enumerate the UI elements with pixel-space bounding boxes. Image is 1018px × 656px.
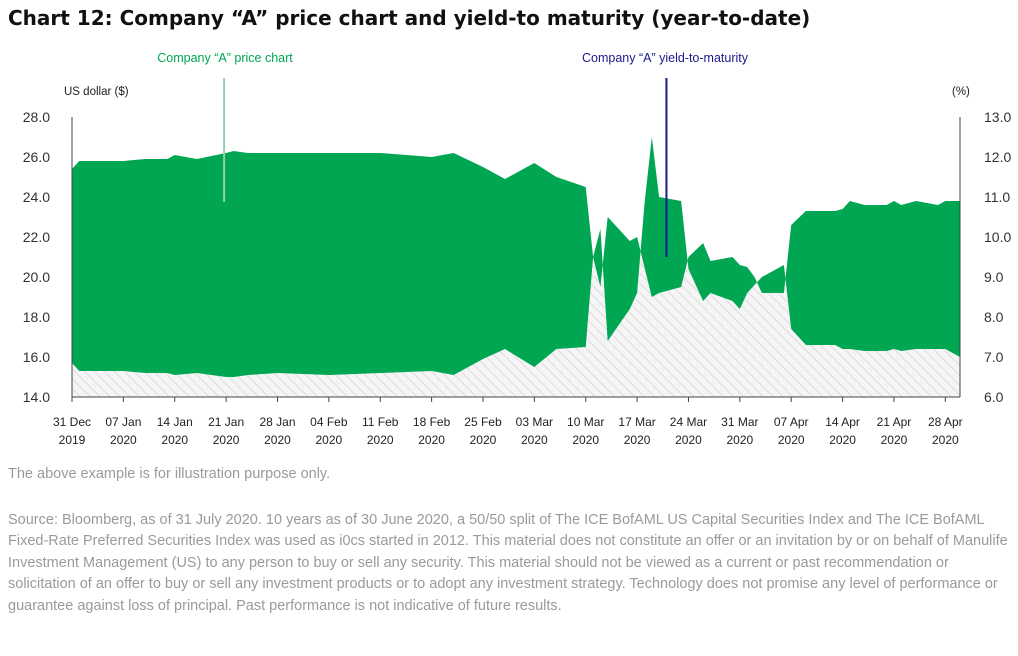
x-tick-year-label: 2020 — [726, 433, 753, 447]
x-tick-label: 21 Jan — [208, 415, 244, 429]
x-tick-label: 10 Mar — [567, 415, 604, 429]
x-tick-label: 14 Apr — [825, 415, 860, 429]
x-tick-label: 31 Dec — [53, 415, 91, 429]
series-area-yield-to-maturity — [72, 137, 960, 397]
y-right-tick-label: 9.0 — [984, 269, 1004, 285]
y-right-tick-label: 10.0 — [984, 229, 1011, 245]
x-tick-year-label: 2020 — [213, 433, 240, 447]
x-tick-label: 18 Feb — [413, 415, 451, 429]
x-tick-year-label: 2020 — [264, 433, 291, 447]
x-tick-year-label: 2020 — [778, 433, 805, 447]
y-right-axis-label: (%) — [952, 86, 970, 98]
x-tick-label: 21 Apr — [877, 415, 912, 429]
x-tick-year-label: 2020 — [829, 433, 856, 447]
y-right-tick-label: 13.0 — [984, 109, 1011, 125]
y-left-tick-label: 26.0 — [23, 149, 50, 165]
x-tick-label: 17 Mar — [618, 415, 655, 429]
x-tick-year-label: 2020 — [572, 433, 599, 447]
x-tick-label: 28 Jan — [259, 415, 295, 429]
ytm-series-label: Company “A” yield-to-maturity — [582, 51, 749, 65]
y-right-tick-label: 8.0 — [984, 309, 1004, 325]
y-right-tick-label: 7.0 — [984, 349, 1004, 365]
price-series-label: Company “A” price chart — [157, 51, 293, 65]
y-left-tick-label: 28.0 — [23, 109, 50, 125]
x-tick-year-label: 2020 — [932, 433, 959, 447]
y-right-tick-label: 11.0 — [984, 189, 1010, 205]
dual-axis-area-chart: 28.0 26.0 24.0 22.0 20.0 18.0 16.0 14.0 13.0 12.0… — [23, 51, 1012, 447]
x-tick-label: 11 Feb — [362, 415, 399, 429]
x-tick-label: 03 Mar — [516, 415, 553, 429]
x-tick-label: 04 Feb — [310, 415, 348, 429]
x-tick-year-label: 2020 — [624, 433, 651, 447]
series-area-price — [72, 137, 960, 377]
x-tick-label: 28 Apr — [928, 415, 963, 429]
x-tick-year-label: 2020 — [521, 433, 548, 447]
y-left-tick-label: 16.0 — [23, 349, 50, 365]
y-left-tick-label: 14.0 — [23, 389, 50, 405]
x-tick-year-label: 2019 — [59, 433, 86, 447]
y-left-tick-label: 20.0 — [23, 269, 50, 285]
x-tick-label: 14 Jan — [157, 415, 193, 429]
x-tick-year-label: 2020 — [675, 433, 702, 447]
x-tick-label: 07 Apr — [774, 415, 809, 429]
x-tick-label: 25 Feb — [464, 415, 502, 429]
source-disclaimer: Source: Bloomberg, as of 31 July 2020. 1… — [8, 512, 1008, 614]
x-tick-year-label: 2020 — [110, 433, 137, 447]
y-left-tick-label: 18.0 — [23, 309, 50, 325]
y-right-tick-label: 12.0 — [984, 149, 1011, 165]
x-tick-year-label: 2020 — [418, 433, 445, 447]
chart-title: Chart 12: Company “A” price chart and yi… — [8, 6, 811, 30]
y-left-tick-label: 22.0 — [23, 229, 50, 245]
y-right-tick-label: 6.0 — [984, 389, 1004, 405]
x-tick-label: 07 Jan — [105, 415, 141, 429]
illustration-note: The above example is for illustration pu… — [8, 466, 331, 482]
x-tick-year-label: 2020 — [367, 433, 394, 447]
x-tick-label: 24 Mar — [670, 415, 707, 429]
x-tick-year-label: 2020 — [161, 433, 188, 447]
x-tick-year-label: 2020 — [316, 433, 343, 447]
y-left-tick-label: 24.0 — [23, 189, 50, 205]
y-left-axis-label: US dollar ($) — [64, 86, 129, 98]
x-tick-year-label: 2020 — [470, 433, 497, 447]
x-tick-label: 31 Mar — [721, 415, 758, 429]
x-tick-year-label: 2020 — [881, 433, 908, 447]
